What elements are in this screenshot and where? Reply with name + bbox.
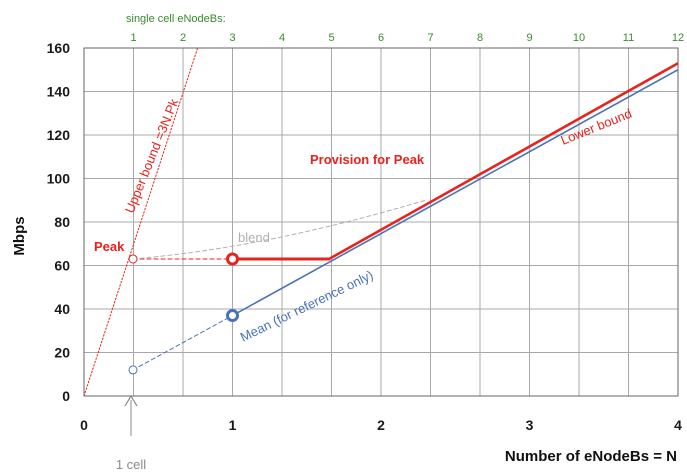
series-line — [328, 62, 678, 261]
y-tick-label: 160 — [47, 40, 71, 56]
y-tick-label: 0 — [62, 388, 70, 404]
series-line — [231, 68, 678, 317]
annotation-provision-for-peak: Provision for Peak — [310, 152, 425, 167]
top-tick-label: 6 — [378, 32, 384, 44]
x-tick-label: 0 — [80, 417, 88, 433]
top-tick-label: 11 — [623, 32, 634, 44]
top-tick-label: 12 — [672, 32, 684, 44]
data-point — [128, 254, 138, 264]
top-tick-label: 9 — [526, 32, 532, 44]
series-line — [84, 48, 199, 396]
top-tick-label: 3 — [229, 32, 235, 44]
y-axis-label: Mbps — [11, 216, 28, 255]
annotation-mean: Mean (for reference only) — [238, 267, 376, 344]
top-tick-label: 1 — [130, 32, 136, 44]
x-tick-label: 1 — [229, 417, 237, 433]
annotation-lower-bound: Lower bound — [559, 106, 634, 148]
series-line — [132, 199, 427, 260]
y-tick-label: 100 — [47, 171, 71, 187]
y-tick-label: 20 — [54, 345, 70, 361]
points-layer — [128, 252, 239, 375]
y-tick-label: 140 — [47, 84, 71, 100]
top-tick-label: 5 — [328, 32, 334, 44]
x-tick-label: 4 — [674, 417, 682, 433]
series-line — [132, 315, 233, 371]
y-tick-label: 40 — [54, 301, 70, 317]
data-point — [128, 365, 138, 375]
y-tick-label: 80 — [54, 214, 70, 230]
grid — [83, 47, 679, 397]
top-tick-label: 2 — [180, 32, 186, 44]
annotation-peak: Peak — [94, 239, 125, 254]
y-tick-label: 60 — [54, 258, 70, 274]
data-point — [226, 252, 239, 266]
x-tick-label: 2 — [377, 417, 385, 433]
x-tick-label: 3 — [526, 417, 534, 433]
top-tick-label: 4 — [279, 32, 285, 44]
top-axis-title: single cell eNodeBs: — [126, 13, 226, 25]
data-point — [226, 309, 239, 323]
plot-frame — [83, 47, 679, 397]
top-tick-label: 7 — [427, 32, 433, 44]
one-cell-arrow-head — [124, 394, 138, 407]
top-tick-label: 10 — [573, 32, 585, 44]
annotation-upper-bound: Upper bound =3N.Pk — [122, 96, 182, 215]
x-axis-label: Number of eNodeBs = N — [505, 448, 677, 465]
series-layer — [84, 48, 678, 396]
y-tick-label: 120 — [47, 127, 71, 143]
top-tick-label: 8 — [477, 32, 483, 44]
annotation-blend: blend — [238, 230, 270, 245]
annotation-one-cell: 1 cell — [116, 457, 146, 472]
